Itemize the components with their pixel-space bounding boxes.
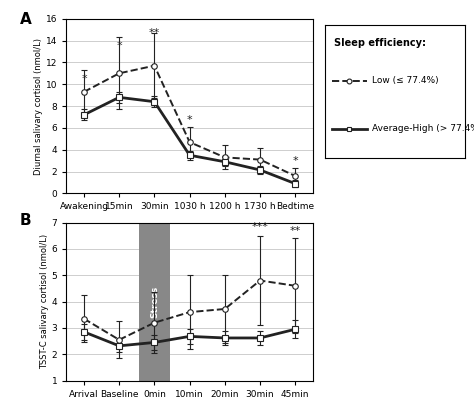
Text: *: *: [81, 74, 87, 84]
Text: B: B: [19, 213, 31, 228]
Y-axis label: Diurnal salivary cortisol (nmol/L): Diurnal salivary cortisol (nmol/L): [34, 37, 43, 175]
Text: Average-High (> 77.4%): Average-High (> 77.4%): [372, 124, 474, 133]
Text: Sleep efficiency:: Sleep efficiency:: [335, 38, 427, 48]
Text: **: **: [290, 226, 301, 236]
Text: *: *: [187, 115, 192, 125]
Text: A: A: [19, 12, 31, 27]
Bar: [138, 223, 170, 381]
Text: Stress: Stress: [150, 285, 159, 318]
Text: ***: ***: [252, 222, 268, 232]
Text: **: **: [149, 28, 160, 38]
Text: after awakening: after awakening: [82, 232, 156, 241]
Text: *: *: [116, 42, 122, 52]
Text: *: *: [292, 156, 298, 166]
Y-axis label: TSST-C salivary cortisol (nmol/L): TSST-C salivary cortisol (nmol/L): [40, 234, 49, 369]
Text: Low (≤ 77.4%): Low (≤ 77.4%): [372, 77, 439, 85]
